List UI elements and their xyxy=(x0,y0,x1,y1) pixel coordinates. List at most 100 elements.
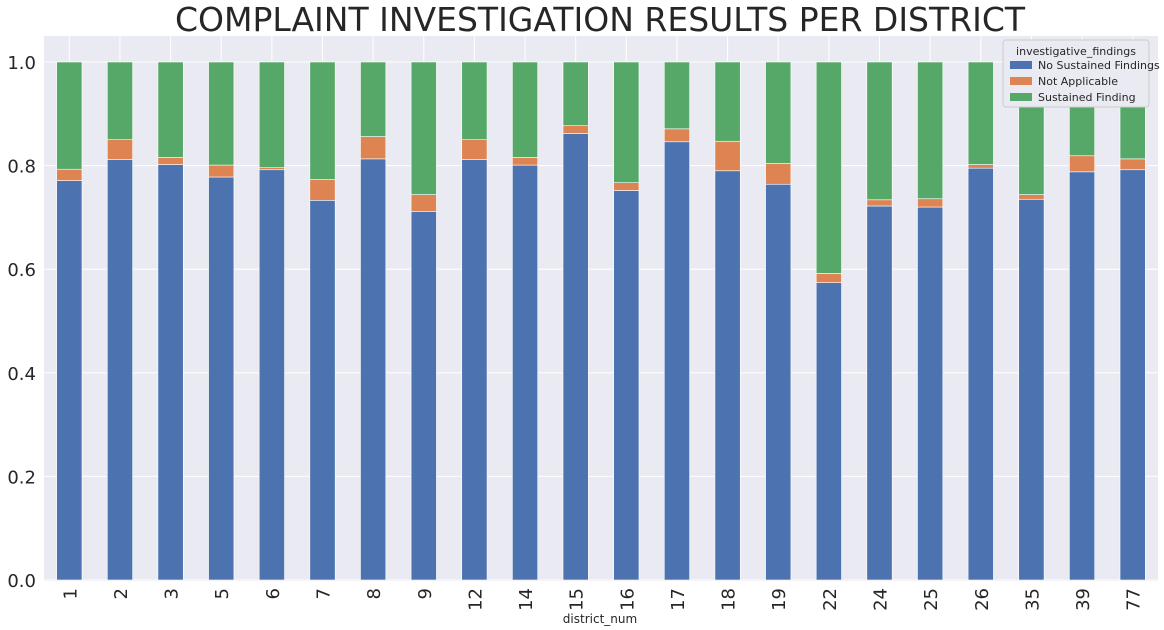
x-tick-label: 6 xyxy=(263,588,284,599)
x-tick-label: 14 xyxy=(516,588,537,611)
y-tick-label: 0.2 xyxy=(7,467,36,488)
bar-segment xyxy=(815,282,842,581)
bar-segment xyxy=(765,163,792,185)
bar-segment xyxy=(157,61,184,158)
bar-segment xyxy=(967,167,994,581)
legend-box xyxy=(1002,39,1150,108)
x-tick-label: 24 xyxy=(871,588,892,611)
legend-label: Sustained Finding xyxy=(1038,91,1136,104)
bar-segment xyxy=(1018,198,1045,581)
bar-segment xyxy=(967,164,994,169)
legend-swatch xyxy=(1010,61,1032,69)
legend-items: No Sustained Findings Not Applicable Susta… xyxy=(1010,59,1160,104)
bar-segment xyxy=(106,159,133,581)
y-tick-label: 1.0 xyxy=(7,53,36,74)
bar-segment xyxy=(714,140,741,172)
bar-segment xyxy=(512,61,539,158)
bar-segment xyxy=(562,61,589,127)
x-tick-label: 8 xyxy=(364,588,385,599)
bar-segment xyxy=(56,61,83,170)
bar-segment xyxy=(208,61,235,166)
bar-segment xyxy=(815,61,842,274)
bar-segment xyxy=(866,61,893,201)
x-tick-label: 9 xyxy=(415,588,436,599)
bar-segment xyxy=(866,205,893,581)
x-axis-label: district_num xyxy=(563,612,637,626)
bar-segment xyxy=(106,61,133,140)
x-tick-label: 1 xyxy=(60,588,81,599)
x-tick-label: 17 xyxy=(668,588,689,611)
x-tick-label: 25 xyxy=(921,588,942,611)
bar-segment xyxy=(714,61,741,142)
bar-segment xyxy=(663,61,690,130)
bar-segment xyxy=(157,164,184,581)
bar-segment xyxy=(613,190,640,581)
bar-segment xyxy=(917,206,944,581)
bar-segment xyxy=(815,273,842,283)
bar-segment xyxy=(461,61,488,140)
bar-segment xyxy=(917,61,944,200)
bar-segment xyxy=(56,180,83,581)
y-tick-label: 0.6 xyxy=(7,260,36,281)
legend-swatch xyxy=(1010,93,1032,101)
bars xyxy=(56,61,1146,581)
x-tick-label: 39 xyxy=(1073,588,1094,611)
x-tick-label: 16 xyxy=(617,588,638,611)
y-axis-ticks: 0.0 0.2 0.4 0.6 0.8 1.0 xyxy=(7,53,36,592)
x-tick-label: 3 xyxy=(162,588,183,599)
x-tick-label: 19 xyxy=(769,588,790,611)
bar-segment xyxy=(1119,158,1146,171)
bar-segment xyxy=(208,176,235,581)
x-tick-label: 18 xyxy=(719,588,740,611)
x-tick-label: 35 xyxy=(1022,588,1043,611)
bar-segment xyxy=(512,164,539,581)
bar-segment xyxy=(360,158,387,581)
bar-segment xyxy=(56,168,83,181)
bar-segment xyxy=(208,164,235,178)
bar-segment xyxy=(360,136,387,160)
bar-segment xyxy=(562,133,589,581)
y-tick-label: 0.0 xyxy=(7,571,36,592)
y-tick-label: 0.4 xyxy=(7,364,36,385)
bar-segment xyxy=(1069,171,1096,581)
bar-segment xyxy=(309,179,336,201)
legend-label: No Sustained Findings xyxy=(1038,59,1160,72)
x-tick-label: 22 xyxy=(820,588,841,611)
bar-segment xyxy=(562,125,589,134)
legend: investigative_findings No Sustained Find… xyxy=(1002,39,1160,108)
legend-swatch xyxy=(1010,77,1032,85)
bar-segment xyxy=(613,61,640,183)
bar-segment xyxy=(1069,155,1096,173)
bar-segment xyxy=(410,61,437,195)
x-tick-label: 15 xyxy=(567,588,588,611)
x-axis-ticks: 1 2 3 5 6 7 8 9 12 14 15 16 17 18 19 22 24 25 26 35 39 77 xyxy=(60,588,1144,611)
bar-segment xyxy=(866,199,893,207)
bar-segment xyxy=(663,128,690,143)
bar-segment xyxy=(106,139,133,160)
bar-segment xyxy=(967,61,994,165)
x-tick-label: 77 xyxy=(1124,588,1145,611)
chart-title: COMPLAINT INVESTIGATION RESULTS PER DIST… xyxy=(175,0,1026,39)
bar-segment xyxy=(157,157,184,165)
bar-segment xyxy=(360,61,387,137)
bar-segment xyxy=(714,170,741,581)
bar-segment xyxy=(663,141,690,581)
x-tick-label: 26 xyxy=(972,588,993,611)
bar-segment xyxy=(461,139,488,160)
bar-segment xyxy=(765,61,792,164)
bar-segment xyxy=(512,157,539,166)
bar-segment xyxy=(410,194,437,213)
x-tick-label: 7 xyxy=(314,588,335,599)
bar-segment xyxy=(309,61,336,180)
bar-segment xyxy=(1119,169,1146,581)
bar-segment xyxy=(461,159,488,581)
x-tick-label: 12 xyxy=(465,588,486,611)
x-tick-label: 2 xyxy=(111,588,132,599)
bar-segment xyxy=(309,200,336,581)
bar-segment xyxy=(258,61,285,168)
bar-segment xyxy=(613,182,640,191)
legend-title: investigative_findings xyxy=(1016,45,1136,58)
y-tick-label: 0.8 xyxy=(7,157,36,178)
bar-segment xyxy=(765,183,792,581)
